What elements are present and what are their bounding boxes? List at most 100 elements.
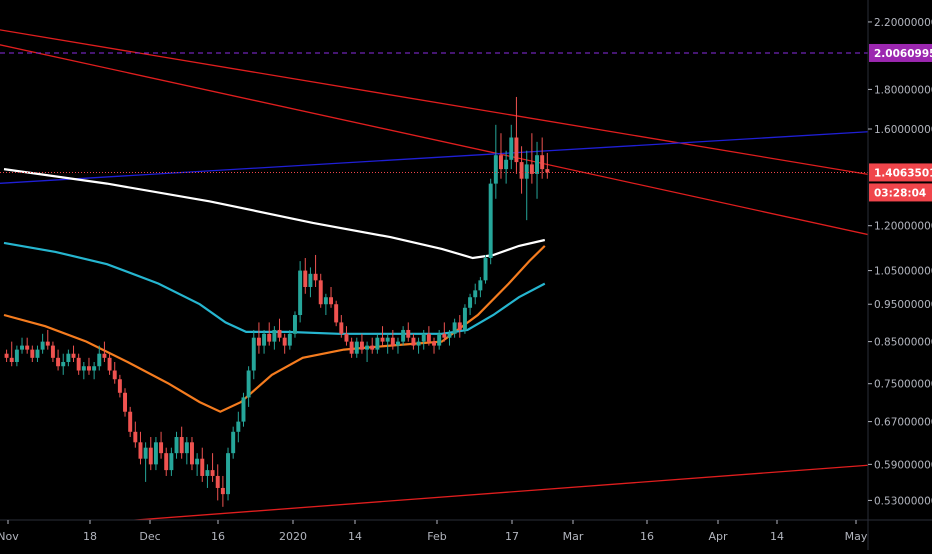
alert-price-label-box <box>869 43 932 62</box>
candle-body <box>318 280 323 305</box>
candle <box>200 447 205 482</box>
candle <box>272 326 277 350</box>
horizontal-lines-layer <box>0 52 868 173</box>
candle <box>339 315 344 338</box>
candle <box>143 442 148 482</box>
candle-body <box>540 155 545 170</box>
candle-body <box>349 341 354 354</box>
candle-body <box>50 345 55 358</box>
candle-body <box>128 411 133 432</box>
candle <box>535 141 539 199</box>
candle-body <box>313 273 318 281</box>
candle-body <box>148 447 153 465</box>
candle <box>344 326 349 346</box>
candle <box>40 333 45 354</box>
candle-body <box>179 437 184 454</box>
candle <box>519 146 524 194</box>
candle-body <box>504 159 509 170</box>
candle-body <box>200 458 205 476</box>
candle-body <box>267 333 272 342</box>
y-tick-label: 0.53000000 <box>874 495 932 507</box>
x-tick-label: 14 <box>348 530 362 543</box>
candle-body <box>293 315 297 334</box>
candle <box>66 349 71 367</box>
candle <box>370 337 375 354</box>
candle <box>540 137 545 179</box>
candle-body <box>226 453 230 495</box>
candle <box>365 341 370 363</box>
candle <box>514 96 519 174</box>
candle-body <box>344 333 349 342</box>
candle <box>92 362 97 380</box>
candle <box>349 337 354 358</box>
candle-body <box>71 353 76 358</box>
candle <box>210 453 215 482</box>
last-price-label: 1.40635013 <box>874 167 932 179</box>
candle-body <box>359 341 364 350</box>
trendlines-layer <box>0 29 868 520</box>
candle-body <box>334 304 339 323</box>
candle <box>416 337 421 354</box>
candle <box>25 337 30 354</box>
candle <box>236 411 241 443</box>
candle <box>298 261 303 323</box>
candle-body <box>545 169 550 173</box>
candle <box>215 464 220 501</box>
candle <box>133 421 138 448</box>
candle-body <box>499 155 503 170</box>
candle-body <box>195 458 200 465</box>
candle-body <box>411 337 416 346</box>
candle-body <box>20 345 24 350</box>
last-price-label-box <box>869 163 932 182</box>
candle-body <box>4 353 9 358</box>
candle <box>195 453 200 476</box>
y-tick-label: 0.67000000 <box>874 417 932 429</box>
y-tick-label: 0.85000000 <box>874 337 932 349</box>
candle <box>174 431 179 459</box>
candle <box>462 304 467 334</box>
candle <box>97 345 102 371</box>
candle <box>164 447 169 476</box>
candle-body <box>66 353 71 363</box>
candle-body <box>215 475 220 488</box>
y-tick-label: 2.20000000 <box>874 17 932 29</box>
candle <box>396 337 400 354</box>
candle-body <box>529 164 534 174</box>
candle <box>504 150 509 184</box>
candle <box>426 326 431 346</box>
candle <box>45 329 50 350</box>
candle <box>205 464 210 488</box>
candle-body <box>468 297 473 308</box>
y-tick-label: 1.60000000 <box>874 124 932 136</box>
candle-body <box>81 366 86 371</box>
candle <box>457 315 462 338</box>
candle <box>303 258 308 294</box>
x-tick-label: 18 <box>83 530 97 543</box>
candle-body <box>169 453 174 471</box>
candle-body <box>509 137 514 160</box>
candle-body <box>339 322 344 334</box>
candle-body <box>421 333 426 342</box>
candle <box>267 322 272 346</box>
candle <box>499 133 503 179</box>
candle-body <box>478 280 483 291</box>
countdown-label-box <box>869 183 932 202</box>
x-tick-label: Apr <box>708 530 728 543</box>
candle-body <box>287 333 292 346</box>
candle <box>179 426 184 459</box>
candle <box>226 447 230 501</box>
candle-body <box>354 341 359 354</box>
candle <box>385 333 390 354</box>
candle <box>128 406 133 438</box>
candle <box>262 329 267 354</box>
candle-body <box>442 333 447 338</box>
candle <box>159 431 164 459</box>
candle <box>9 341 14 367</box>
trendline-blue-2 <box>0 131 868 184</box>
candle <box>148 437 153 471</box>
candle <box>190 437 194 471</box>
candle <box>56 349 61 371</box>
